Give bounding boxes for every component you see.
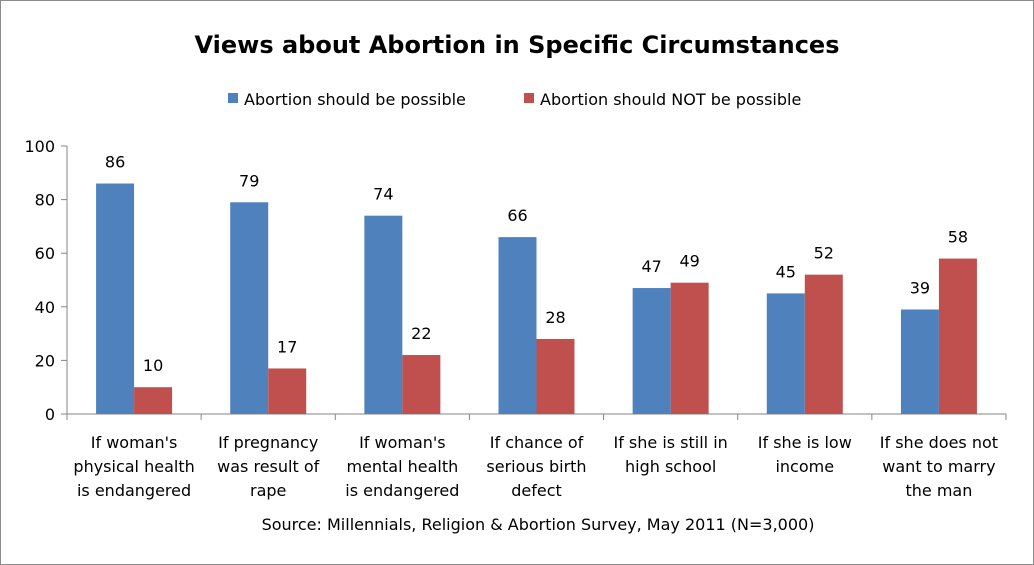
bar-possible	[96, 183, 135, 414]
legend: Abortion should be possible Abortion sho…	[228, 90, 801, 109]
y-tick-label: 60	[35, 244, 55, 263]
legend-label-possible: Abortion should be possible	[244, 90, 466, 109]
x-category-label-line: defect	[511, 481, 562, 500]
x-category-label-line: income	[775, 457, 834, 476]
bar-possible	[364, 215, 403, 414]
x-category-label-line: the man	[905, 481, 972, 500]
value-label-not-possible: 49	[679, 252, 699, 271]
x-category-label-line: mental health	[346, 457, 458, 476]
x-category-label: If chance of serious birth defect	[486, 433, 586, 500]
y-tick-label: 20	[35, 351, 55, 370]
bar-not-possible	[670, 282, 709, 414]
y-tick-label: 40	[35, 298, 55, 317]
y-tick-label: 0	[45, 405, 55, 424]
value-label-possible: 45	[776, 262, 796, 281]
x-category-label: If woman's mental health is endangered	[345, 433, 459, 500]
x-category-label-line: is endangered	[77, 481, 191, 500]
value-label-possible: 47	[641, 257, 661, 276]
value-label-not-possible: 17	[277, 337, 297, 356]
value-label-not-possible: 10	[143, 356, 163, 375]
x-category-label-line: If she is low	[758, 433, 852, 452]
x-category-label-line: serious birth	[486, 457, 586, 476]
value-label-not-possible: 28	[545, 308, 565, 327]
value-label-not-possible: 22	[411, 324, 431, 343]
legend-label-not-possible: Abortion should NOT be possible	[540, 90, 801, 109]
value-label-not-possible: 58	[948, 228, 968, 247]
x-category-label: If she is low income	[758, 433, 852, 476]
x-category-label-line: rape	[250, 481, 286, 500]
x-category-label-line: want to marry	[882, 457, 995, 476]
x-category-label: If pregnancy was result of rape	[217, 433, 319, 500]
plot-area: 0 20 40 60 80 100 86 10 If woman's physical healt…	[24, 137, 1007, 500]
y-tick-label: 80	[35, 191, 55, 210]
value-label-not-possible: 52	[814, 244, 834, 263]
x-category-label-line: If she does not	[880, 433, 998, 452]
bar-possible	[900, 309, 939, 414]
value-label-possible: 66	[507, 206, 527, 225]
x-category-label: If she is still in high school	[613, 433, 727, 476]
bar-possible	[766, 293, 805, 414]
bar-not-possible	[938, 258, 977, 414]
value-label-possible: 39	[910, 278, 930, 297]
bar-possible	[230, 202, 269, 414]
bar-not-possible	[268, 368, 307, 414]
bar-possible	[632, 288, 671, 414]
bar-not-possible	[402, 355, 441, 414]
bar-not-possible	[134, 387, 173, 414]
y-tick-label: 100	[24, 137, 55, 156]
x-category-label-line: is endangered	[345, 481, 459, 500]
x-category-label-line: If woman's	[359, 433, 446, 452]
source-note: Source: Millennials, Religion & Abortion…	[262, 515, 815, 534]
x-category-label-line: If woman's	[91, 433, 178, 452]
x-category-label: If woman's physical health is endangered	[73, 433, 194, 500]
x-category-label-line: was result of	[217, 457, 319, 476]
x-category-label-line: high school	[625, 457, 716, 476]
x-category-label-line: If chance of	[490, 433, 584, 452]
x-category-label-line: physical health	[73, 457, 194, 476]
x-category-label: If she does not want to marry the man	[880, 433, 998, 500]
x-category-label-line: If she is still in	[613, 433, 727, 452]
chart-title: Views about Abortion in Specific Circums…	[194, 31, 839, 59]
value-label-possible: 74	[373, 185, 393, 204]
bar-possible	[498, 237, 537, 414]
x-category-label-line: If pregnancy	[218, 433, 318, 452]
legend-swatch-not-possible	[524, 93, 534, 103]
bar-not-possible	[804, 274, 843, 414]
bar-not-possible	[536, 338, 575, 414]
legend-swatch-possible	[228, 93, 238, 103]
value-label-possible: 86	[105, 153, 125, 172]
value-label-possible: 79	[239, 171, 259, 190]
